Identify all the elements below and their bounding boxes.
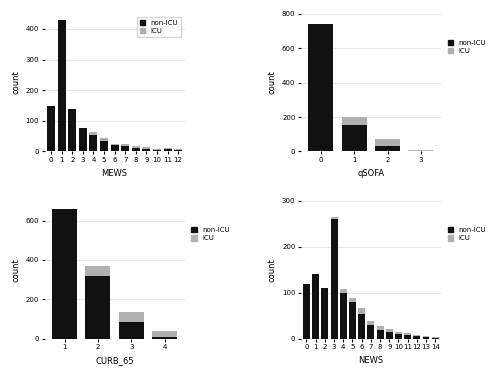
Bar xyxy=(142,147,150,149)
Bar xyxy=(395,332,402,334)
Bar xyxy=(132,146,140,148)
Bar xyxy=(110,144,118,146)
Bar xyxy=(110,146,118,152)
Bar xyxy=(432,337,438,338)
Bar xyxy=(174,150,182,152)
Bar xyxy=(119,322,144,339)
Bar xyxy=(312,274,319,339)
Bar xyxy=(47,106,55,152)
Bar xyxy=(422,337,430,339)
Bar xyxy=(375,146,400,152)
Bar xyxy=(386,332,392,339)
Bar xyxy=(330,219,338,339)
X-axis label: CURB_65: CURB_65 xyxy=(96,356,134,365)
Bar xyxy=(68,109,76,152)
Bar xyxy=(375,139,400,146)
Bar xyxy=(368,321,374,325)
Bar xyxy=(121,144,129,146)
Bar xyxy=(119,312,144,322)
Bar xyxy=(308,24,334,152)
Bar xyxy=(153,149,161,150)
Bar xyxy=(340,289,346,293)
X-axis label: qSOFA: qSOFA xyxy=(358,168,384,177)
Bar xyxy=(90,135,98,152)
Bar xyxy=(342,125,366,152)
Legend: non-ICU, ICU: non-ICU, ICU xyxy=(446,225,488,243)
Bar xyxy=(303,284,310,339)
Y-axis label: count: count xyxy=(11,71,20,94)
Bar xyxy=(174,149,182,150)
X-axis label: MEWS: MEWS xyxy=(102,168,128,177)
Bar xyxy=(86,266,110,276)
Legend: non-ICU, ICU: non-ICU, ICU xyxy=(136,17,181,37)
Bar xyxy=(342,117,366,125)
Y-axis label: count: count xyxy=(268,258,276,282)
Bar xyxy=(349,302,356,339)
Bar xyxy=(152,337,177,339)
Bar xyxy=(414,337,420,339)
Bar xyxy=(330,217,338,219)
Y-axis label: count: count xyxy=(11,258,20,282)
Bar xyxy=(395,334,402,339)
Bar xyxy=(90,132,98,135)
Bar xyxy=(340,293,346,339)
Bar xyxy=(153,150,161,152)
Bar xyxy=(349,298,356,302)
Bar xyxy=(164,148,172,149)
Bar xyxy=(404,335,411,339)
Bar xyxy=(86,276,110,339)
Bar xyxy=(132,148,140,152)
Bar xyxy=(408,150,434,151)
Bar xyxy=(322,288,328,339)
Bar xyxy=(408,151,434,152)
Legend: non-ICU, ICU: non-ICU, ICU xyxy=(190,225,232,243)
Bar xyxy=(121,146,129,152)
Bar xyxy=(414,335,420,337)
Legend: non-ICU, ICU: non-ICU, ICU xyxy=(446,38,488,56)
Bar xyxy=(376,330,384,339)
X-axis label: NEWS: NEWS xyxy=(358,356,384,365)
Y-axis label: count: count xyxy=(268,71,276,94)
Bar xyxy=(152,331,177,337)
Bar xyxy=(386,329,392,332)
Bar xyxy=(58,20,66,152)
Bar xyxy=(376,326,384,330)
Bar xyxy=(142,149,150,152)
Bar xyxy=(358,314,365,339)
Bar xyxy=(358,308,365,314)
Bar xyxy=(432,338,438,339)
Bar xyxy=(164,149,172,152)
Bar xyxy=(100,141,108,152)
Bar xyxy=(368,325,374,339)
Bar xyxy=(404,333,411,335)
Bar xyxy=(79,129,87,152)
Bar xyxy=(52,209,77,339)
Bar xyxy=(100,138,108,141)
